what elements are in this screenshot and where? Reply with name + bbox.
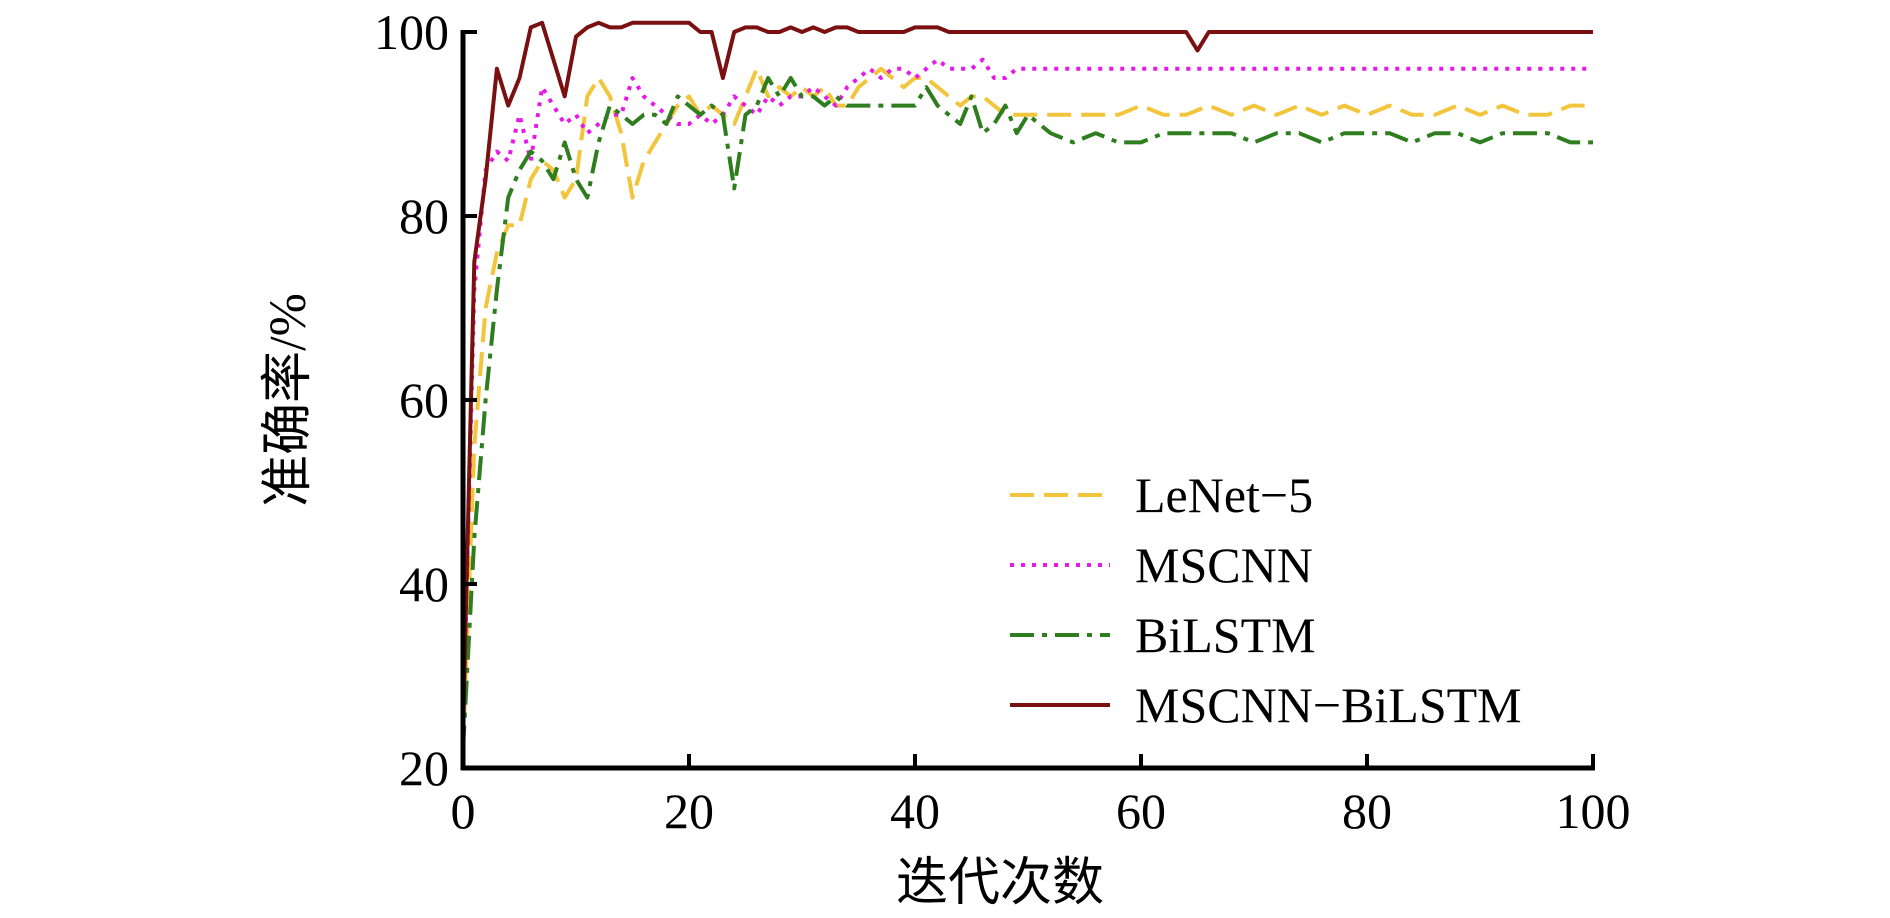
- x-tick-label-40: 40: [890, 783, 940, 839]
- x-tick-label-80: 80: [1342, 783, 1392, 839]
- x-tick-label-20: 20: [664, 783, 714, 839]
- x-tick-label-0: 0: [451, 783, 476, 839]
- axes-layer: [460, 30, 1595, 771]
- series-layer: [461, 20, 1593, 750]
- x-tick-label-60: 60: [1116, 783, 1166, 839]
- legend-label-2: BiLSTM: [1135, 607, 1316, 663]
- y-tick-label-100: 100: [374, 4, 449, 60]
- y-tick-label-40: 40: [399, 556, 449, 612]
- y-tick-label-80: 80: [399, 188, 449, 244]
- y-axis-title: 准确率/%: [260, 293, 317, 507]
- legend-label-0: LeNet−5: [1135, 467, 1313, 523]
- x-axis-title: 迭代次数: [896, 855, 1104, 912]
- series-line-3: [461, 20, 1593, 732]
- y-tick-label-20: 20: [399, 740, 449, 796]
- x-tick-label-100: 100: [1556, 783, 1631, 839]
- series-line-1: [461, 57, 1593, 732]
- series-line-0: [461, 66, 1593, 750]
- legend-label-3: MSCNN−BiLSTM: [1135, 677, 1522, 733]
- legend-label-1: MSCNN: [1135, 537, 1313, 593]
- y-tick-label-60: 60: [399, 372, 449, 428]
- legend: LeNet−5 MSCNN BiLSTM MSCNN−BiLSTM: [1010, 467, 1522, 733]
- series-line-2: [461, 76, 1593, 750]
